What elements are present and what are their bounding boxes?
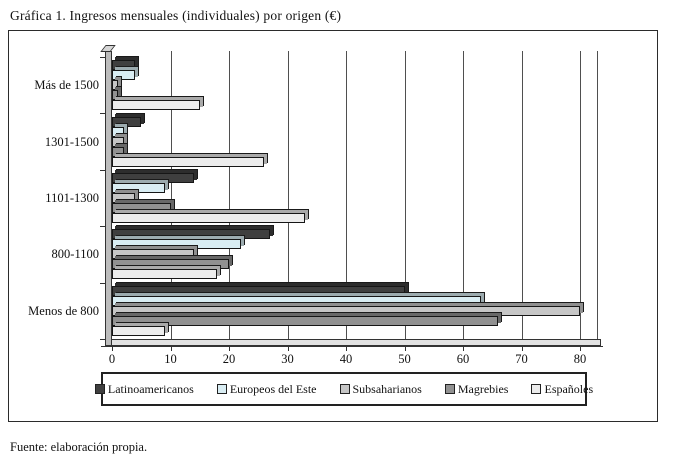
bar-europeos-del-este	[112, 126, 124, 137]
bar-europeos-del-este	[112, 295, 481, 306]
x-axis-tick	[287, 346, 289, 351]
gridline	[580, 51, 581, 339]
bar-latinoamericanos	[112, 60, 136, 71]
x-axis-tick-label: 10	[164, 352, 177, 366]
chart-title: Gráfica 1. Ingresos mensuales (individua…	[10, 8, 342, 23]
y-axis-tick	[100, 282, 105, 284]
legend-item-latinoamericanos: Latinoamericanos	[94, 381, 194, 397]
legend-swatch	[216, 384, 227, 394]
bar-magrebies	[112, 90, 118, 101]
legend-swatch	[444, 384, 455, 394]
y-axis-tick	[100, 339, 105, 340]
legend-label: Subsaharianos	[352, 381, 422, 396]
x-axis-tick-label: 40	[339, 352, 353, 366]
category-label: Menos de 800	[28, 303, 99, 318]
category-label: 800-1100	[51, 247, 99, 262]
bar-europeos-del-este	[112, 183, 165, 193]
bar-subsaharianos	[112, 193, 136, 203]
legend-swatch	[339, 384, 350, 394]
x-axis-tick-label: 80	[573, 352, 587, 366]
legend-label: Españoles	[544, 381, 594, 396]
gridline	[287, 51, 289, 339]
bar-subsaharianos	[112, 136, 124, 147]
x-axis-tick-label: 20	[222, 352, 236, 366]
y-axis-tick	[100, 57, 105, 58]
category-label: 1301-1500	[44, 134, 99, 149]
x-axis-tick-label: 60	[456, 352, 470, 366]
x-axis-tick	[404, 346, 406, 351]
x-axis-line	[101, 346, 603, 347]
legend: Latinoamericanos Europeos del Este Subsaha…	[94, 372, 593, 406]
legend-swatch	[94, 384, 105, 394]
y-axis-wall-cap	[100, 45, 116, 52]
gridline	[170, 51, 172, 339]
chart-frame: Latinoamericanos Europeos del Este Subsaha…	[8, 30, 658, 422]
gridline	[346, 51, 347, 339]
bar-subsaharianos	[112, 80, 118, 91]
bar-magrebies	[112, 315, 499, 326]
bar-españoles	[112, 213, 306, 223]
category-label: Más de 1500	[34, 78, 99, 93]
bar-latinoamericanos	[112, 285, 405, 296]
bar-europeos-del-este	[112, 239, 241, 250]
legend-label: Latinoamericanos	[107, 381, 194, 396]
x-axis-tick	[463, 346, 464, 351]
legend-item-españoles: Españoles	[531, 382, 593, 397]
x-axis-tick	[229, 346, 230, 351]
legend-item-magrebies: Magrebies	[444, 381, 509, 397]
legend-swatch	[531, 384, 542, 394]
bar-magrebies	[112, 203, 171, 213]
bar-españoles	[112, 325, 165, 336]
bar-españoles	[112, 156, 265, 167]
category-label: 1101-1300	[45, 191, 99, 205]
y-axis-tick	[100, 226, 105, 228]
legend-item-europeos-del-este: Europeos del Este	[216, 381, 317, 397]
x-axis-tick	[521, 346, 523, 351]
bar-magrebies	[112, 146, 124, 157]
x-axis-tick	[580, 346, 581, 351]
bar-latinoamericanos	[112, 173, 194, 183]
y-axis-wall	[105, 51, 112, 346]
x-axis-tick	[346, 346, 347, 351]
bar-subsaharianos	[112, 305, 580, 316]
gridline	[404, 51, 406, 339]
bar-europeos-del-este	[112, 70, 136, 81]
y-axis-tick	[100, 113, 105, 115]
gridline	[229, 51, 230, 339]
plot-right-edge	[597, 51, 598, 339]
x-axis-tick	[170, 346, 172, 351]
y-axis-tick	[100, 169, 105, 171]
bar-españoles	[112, 269, 218, 280]
x-axis-tick-label: 0	[108, 352, 116, 366]
bar-españoles	[112, 100, 200, 111]
axis-floor	[105, 339, 601, 346]
source-note: Fuente: elaboración propia.	[10, 440, 148, 454]
bar-subsaharianos	[112, 249, 194, 260]
x-axis-tick-label: 70	[515, 352, 528, 366]
gridline	[463, 51, 464, 339]
x-axis-tick-label: 50	[398, 352, 411, 366]
legend-item-subsaharianos: Subsaharianos	[339, 381, 422, 397]
bar-latinoamericanos	[112, 229, 270, 240]
gridline	[521, 51, 523, 339]
bar-latinoamericanos	[112, 116, 142, 127]
x-axis-tick-label: 30	[281, 352, 294, 366]
legend-label: Europeos del Este	[229, 381, 317, 396]
x-axis-tick	[112, 346, 113, 351]
bar-magrebies	[112, 259, 229, 270]
legend-label: Magrebies	[457, 381, 509, 396]
